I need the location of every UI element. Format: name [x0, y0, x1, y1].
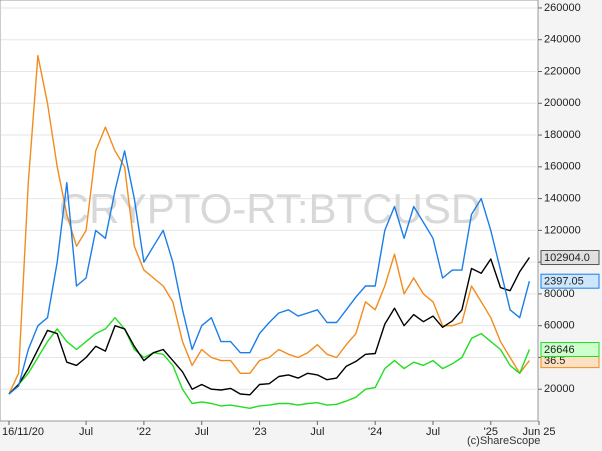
- x-tick-label: Jul: [426, 426, 440, 438]
- x-tick-label: '24: [368, 426, 382, 438]
- y-tick-label: 200000: [544, 97, 581, 109]
- x-tick-label: Jun 25: [522, 426, 555, 438]
- y-tick-label: 60000: [544, 320, 575, 332]
- y-tick-label: 180000: [544, 129, 581, 141]
- x-tick-label: '22: [137, 426, 151, 438]
- x-tick-label: '23: [252, 426, 266, 438]
- y-tick-label: 80000: [544, 288, 575, 300]
- series-line: [8, 317, 531, 409]
- series-line: [8, 54, 530, 395]
- series-line: [8, 150, 531, 395]
- last-label: 2397.05: [544, 276, 584, 288]
- y-tick-label: 140000: [544, 192, 581, 204]
- x-tick-label: Jul: [195, 426, 209, 438]
- y-tick-label: 260000: [544, 2, 581, 14]
- y-tick-label: 240000: [544, 34, 581, 46]
- watermark: CRYPTO-RT:BTCUSD: [59, 185, 481, 232]
- y-tick-label: 120000: [544, 224, 581, 236]
- last-label: 102904.0: [544, 252, 590, 264]
- plot-area: [0, 0, 539, 422]
- last-label-box: [540, 250, 600, 266]
- last-label: 36.5: [544, 355, 565, 367]
- y-tick-label: 220000: [544, 65, 581, 77]
- y-tick-label: 160000: [544, 161, 581, 173]
- x-tick-label: 16/11/20: [2, 426, 44, 438]
- last-label: 26646: [544, 344, 575, 356]
- series-line: [8, 257, 530, 396]
- last-label-box: [540, 342, 600, 358]
- copyright: (c)ShareScope: [467, 435, 540, 447]
- x-tick-label: '25: [484, 426, 498, 438]
- last-label-box: [540, 273, 600, 289]
- x-tick-label: Jul: [310, 426, 324, 438]
- x-tick-label: Jul: [79, 426, 93, 438]
- y-tick-label: 20000: [544, 383, 575, 395]
